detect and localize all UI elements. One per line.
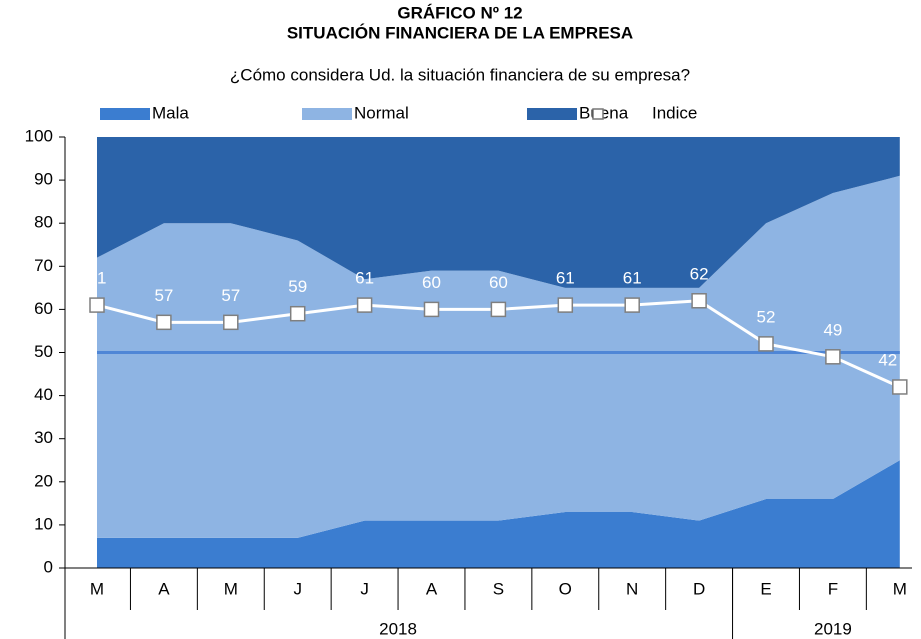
area <box>97 460 900 568</box>
index-marker <box>758 336 774 352</box>
y-tick-label: 0 <box>44 557 53 576</box>
data-label: 59 <box>288 277 307 296</box>
data-label: 61 <box>88 269 107 288</box>
index-marker <box>691 293 707 309</box>
legend-swatch <box>527 108 577 120</box>
index-marker <box>557 297 574 313</box>
y-tick-label: 70 <box>34 256 53 275</box>
x-tick-label: D <box>693 579 705 598</box>
legend-swatch <box>302 108 352 120</box>
x-tick-label: M <box>224 579 238 598</box>
legend-label: Mala <box>152 103 189 122</box>
data-label: 49 <box>823 320 842 339</box>
y-tick-label: 30 <box>34 428 53 447</box>
legend-label: Indice <box>652 103 697 122</box>
y-tick-label: 100 <box>25 126 53 145</box>
data-label: 60 <box>489 273 508 292</box>
index-marker <box>89 297 105 313</box>
x-tick-label: J <box>293 579 302 598</box>
data-label: 61 <box>355 269 374 288</box>
legend-label: Normal <box>354 103 409 122</box>
x-group-label: 2019 <box>814 619 852 638</box>
legend-swatch <box>100 108 150 120</box>
index-marker <box>825 349 841 365</box>
y-tick-label: 40 <box>34 385 53 404</box>
x-tick-label: F <box>828 579 838 598</box>
index-marker <box>423 301 440 318</box>
y-tick-label: 90 <box>34 170 53 189</box>
legend-marker <box>592 108 604 120</box>
chart-title: GRÁFICO Nº 12 <box>397 3 522 22</box>
data-label: 60 <box>422 273 441 292</box>
data-label: 61 <box>623 269 642 288</box>
area <box>97 175 900 538</box>
data-label: 62 <box>690 264 709 283</box>
data-label: 57 <box>154 286 173 305</box>
y-tick-label: 80 <box>34 213 53 232</box>
x-tick-label: M <box>893 579 907 598</box>
area <box>97 137 900 288</box>
x-group-label: 2018 <box>379 619 417 638</box>
data-label: 61 <box>556 269 575 288</box>
index-marker <box>490 301 507 318</box>
x-tick-label: M <box>90 579 104 598</box>
x-tick-label: O <box>559 579 572 598</box>
y-tick-label: 50 <box>34 342 53 361</box>
index-marker <box>624 297 640 313</box>
data-label: 52 <box>757 307 776 326</box>
x-tick-label: J <box>360 579 369 598</box>
data-label: 42 <box>878 350 897 369</box>
x-tick-label: N <box>626 579 638 598</box>
y-tick-label: 60 <box>34 299 53 318</box>
index-marker <box>892 379 908 395</box>
legend-label: Buena <box>579 103 629 122</box>
y-tick-label: 20 <box>34 471 53 490</box>
chart-subtitle-bold: SITUACIÓN FINANCIERA DE LA EMPRESA <box>287 23 633 42</box>
index-marker <box>289 305 306 322</box>
x-tick-label: A <box>426 579 438 598</box>
index-marker <box>356 297 373 313</box>
x-tick-label: A <box>158 579 170 598</box>
data-label: 57 <box>221 286 240 305</box>
index-marker <box>156 314 172 331</box>
x-tick-label: E <box>760 579 771 598</box>
y-tick-label: 10 <box>34 514 53 533</box>
index-marker <box>223 314 239 331</box>
chart-subtitle: ¿Cómo considera Ud. la situación financi… <box>230 65 690 84</box>
x-tick-label: S <box>493 579 504 598</box>
